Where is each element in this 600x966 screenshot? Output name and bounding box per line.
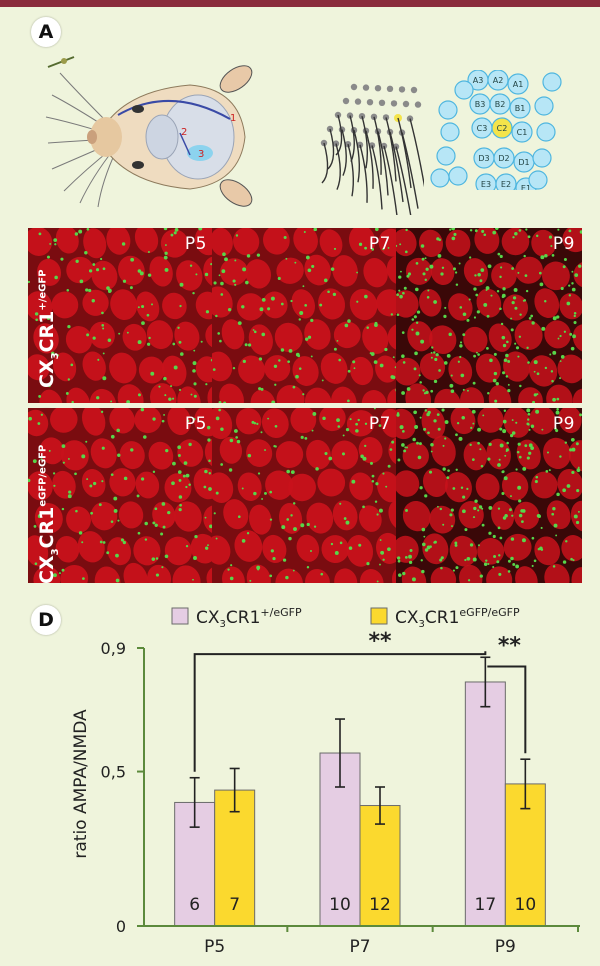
barrel-label: D2 <box>498 154 509 163</box>
genotype-label-c: CX3CR1eGFP/eGFP <box>36 444 61 584</box>
barrel-label: B1 <box>515 104 526 113</box>
legend-swatch-wt <box>171 607 189 625</box>
pathway-number-3: 3 <box>198 149 204 160</box>
y-tick-label: 0 <box>116 917 126 936</box>
age-label: P9 <box>552 234 575 254</box>
age-label: P9 <box>552 414 575 434</box>
age-label: P5 <box>184 234 207 254</box>
x-tick-label: P9 <box>495 937 516 957</box>
sample-size-label: 6 <box>189 895 200 915</box>
x-tick-label: P5 <box>204 937 225 957</box>
barrel-label: B3 <box>475 100 486 109</box>
barrel-label: E3 <box>481 180 491 189</box>
barrel-label: A1 <box>513 80 524 89</box>
age-label: P7 <box>368 414 391 434</box>
micrograph-b-p9: P9 <box>396 228 582 403</box>
top-rule <box>0 0 600 7</box>
bar <box>464 681 506 927</box>
legend-swatch-ko <box>370 607 388 625</box>
panel-a-label: A <box>31 17 61 47</box>
panel-d-label: D <box>31 605 61 635</box>
y-tick-label: 0,9 <box>101 639 126 658</box>
x-tick-label: P7 <box>349 937 370 957</box>
barrel-label: C3 <box>477 124 488 133</box>
significance-bracket-short <box>487 665 527 754</box>
legend-label-wt: CX3CR1+/eGFP <box>196 606 302 630</box>
bar <box>214 789 256 927</box>
mouse-head-illustration: 1 2 3 <box>45 56 253 208</box>
sample-size-label: 7 <box>229 895 240 915</box>
micrograph-c-p7: P7 <box>212 408 398 583</box>
pathway-number-1: 1 <box>230 113 236 124</box>
barrel-map-diagram: A3 A2 A1 B3 B2 B1 C3 C2 C1 D3 D2 D1 E3 E2 E1 <box>430 70 562 190</box>
micrograph-b-p7: P7 <box>212 228 398 403</box>
sample-size-label: 12 <box>369 895 391 915</box>
significance-marker: ** <box>498 634 522 659</box>
barrel-label: D1 <box>518 158 529 167</box>
micrograph-b-p5: P5 <box>28 228 214 403</box>
barrel-label: C2 <box>497 124 508 133</box>
barrel-label: C1 <box>517 128 528 137</box>
ampa-nmda-bar-chart: CX3CR1+/eGFP CX3CR1eGFP/eGFP ratio AMPA/… <box>71 606 580 957</box>
sample-size-label: 10 <box>329 895 351 915</box>
barrel-label: E1 <box>521 184 531 190</box>
barrel-label: A2 <box>493 76 504 85</box>
y-tick-label: 0,5 <box>101 763 126 782</box>
significance-marker: ** <box>368 629 392 654</box>
genotype-label-b: CX3CR1+/eGFP <box>36 269 61 388</box>
legend-label-ko: CX3CR1eGFP/eGFP <box>395 606 520 630</box>
sample-size-label: 17 <box>475 895 497 915</box>
age-label: P7 <box>368 234 391 254</box>
barrel-label: D3 <box>478 154 489 163</box>
significance-bracket-long <box>193 651 487 772</box>
bar <box>359 805 401 927</box>
barrel-label: A3 <box>473 76 484 85</box>
micrograph-c-p5: P5 <box>28 408 214 583</box>
pathway-number-2: 2 <box>181 127 187 138</box>
barrel-label: B2 <box>495 100 506 109</box>
sample-size-label: 10 <box>515 895 537 915</box>
y-axis-label: ratio AMPA/NMDA <box>71 709 91 859</box>
age-label: P5 <box>184 414 207 434</box>
barrel-label: E2 <box>501 180 511 189</box>
whisker-pad-diagram <box>320 83 424 215</box>
micrograph-c-p9: P9 <box>396 408 582 583</box>
